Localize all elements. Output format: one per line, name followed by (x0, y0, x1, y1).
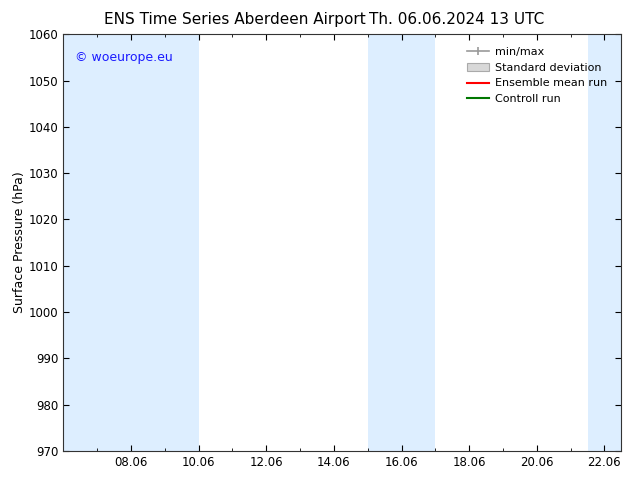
Text: © woeurope.eu: © woeurope.eu (75, 51, 172, 64)
Bar (588, 34, 628, 451)
Text: ENS Time Series Aberdeen Airport: ENS Time Series Aberdeen Airport (104, 12, 365, 27)
Bar (56, 34, 198, 451)
Text: Th. 06.06.2024 13 UTC: Th. 06.06.2024 13 UTC (369, 12, 544, 27)
Y-axis label: Surface Pressure (hPa): Surface Pressure (hPa) (13, 172, 26, 314)
Legend: min/max, Standard deviation, Ensemble mean run, Controll run: min/max, Standard deviation, Ensemble me… (463, 44, 610, 107)
Bar (368, 34, 436, 451)
